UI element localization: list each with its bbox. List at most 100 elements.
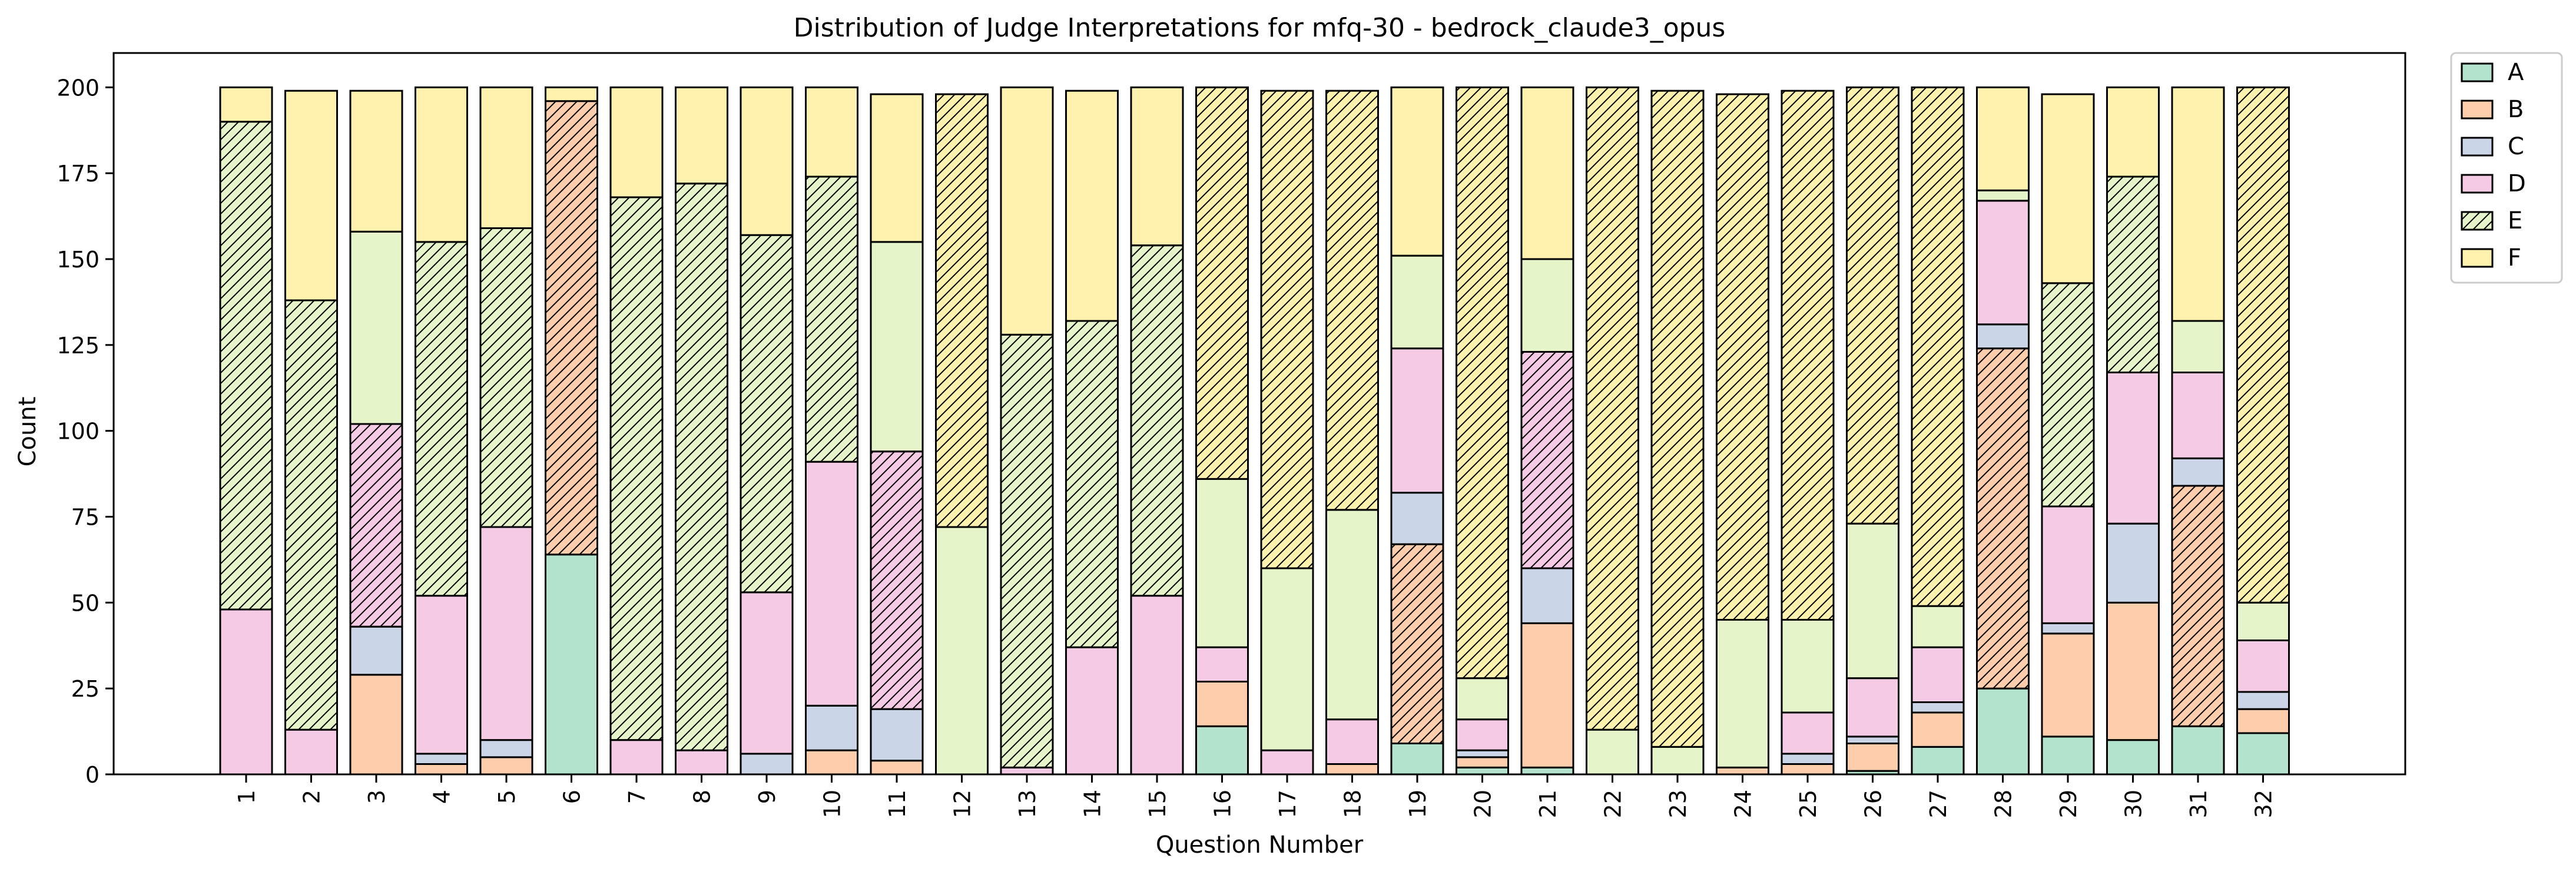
x-tick-label: 29: [2056, 790, 2081, 818]
bar-segment-F: [870, 93, 924, 243]
bar-segment-F: [805, 86, 858, 178]
legend-swatch-F: [2461, 248, 2494, 268]
bar-group-q21: [1520, 86, 1574, 776]
x-tick-label: 6: [559, 790, 585, 804]
bar-segment-F: [740, 86, 794, 236]
x-tick-label: 7: [624, 790, 650, 804]
bar-segment-E: [1781, 619, 1835, 714]
bar-segment-E: [2236, 601, 2290, 641]
bar-segment-D: [609, 739, 664, 776]
legend-label-B: B: [2508, 96, 2524, 123]
bar-segment-E: [1846, 522, 1899, 680]
bar-segment-C: [1846, 735, 1899, 745]
bar-group-q20: [1456, 86, 1509, 776]
bar-segment-B: [1781, 763, 1835, 776]
bar-segment-E: [1260, 567, 1314, 751]
bar-hatch-F: [1196, 87, 1248, 479]
bar-segment-A: [1911, 746, 1965, 776]
bar-segment-F: [219, 86, 273, 123]
bar-segment-E: [2171, 320, 2225, 373]
bar-segment-B: [1456, 756, 1509, 768]
bar-segment-D: [1390, 347, 1444, 494]
y-tick-label: 150: [57, 247, 100, 273]
bars-layer: [219, 86, 2290, 776]
legend-label-F: F: [2508, 244, 2521, 271]
bar-segment-B: [1716, 766, 1769, 776]
bar-segment-D: [219, 608, 273, 776]
x-tick-label: 28: [1991, 790, 2017, 818]
bar-segment-B: [415, 763, 468, 776]
bar-segment-D: [1065, 646, 1119, 776]
bar-segment-A: [1976, 687, 2030, 776]
bar-segment-D: [479, 526, 533, 741]
bar-group-q4: [415, 86, 468, 776]
bar-hatch-E: [415, 241, 468, 596]
bar-segment-D: [2106, 372, 2160, 525]
bar-segment-D: [1130, 595, 1184, 776]
bar-group-q14: [1065, 90, 1119, 776]
bar-segment-D: [1195, 646, 1249, 682]
x-tick-label: 14: [1080, 790, 1106, 818]
bar-segment-D: [740, 591, 794, 755]
x-tick-label: 30: [2121, 790, 2147, 818]
bar-segment-C: [1390, 492, 1444, 545]
bar-segment-E: [1456, 677, 1509, 721]
chart-title: Distribution of Judge Interpretations fo…: [794, 13, 1726, 43]
bar-hatch-E: [2042, 283, 2094, 506]
bar-hatch-E: [2107, 177, 2159, 373]
bar-hatch-D: [1521, 352, 1573, 568]
bar-segment-B: [1195, 681, 1249, 727]
legend-swatch-C: [2461, 137, 2494, 157]
bar-hatch-F: [1652, 91, 1703, 747]
x-axis-label: Question Number: [1156, 831, 1364, 859]
bar-segment-C: [740, 753, 794, 776]
bar-hatch-F: [1456, 87, 1509, 678]
bar-segment-D: [284, 728, 338, 776]
y-tick-label: 50: [71, 590, 100, 616]
bar-hatch-B: [2172, 486, 2224, 727]
y-tick-label: 125: [57, 333, 100, 359]
bar-segment-F: [2041, 93, 2095, 284]
x-tick-label: 2: [299, 790, 325, 804]
bar-segment-B: [1520, 622, 1574, 768]
bar-segment-D: [1456, 718, 1509, 751]
x-tick-label: 22: [1600, 790, 1626, 818]
bar-segment-F: [1520, 86, 1574, 260]
bar-group-q32: [2236, 86, 2290, 776]
y-tick-label: 25: [71, 676, 100, 702]
bar-hatch-F: [936, 94, 988, 527]
bar-group-q8: [675, 86, 728, 776]
legend-label-A: A: [2508, 59, 2524, 86]
bar-segment-E: [1716, 619, 1769, 768]
bar-segment-B: [479, 756, 533, 776]
bar-segment-F: [479, 86, 533, 229]
x-tick-label: 10: [820, 790, 846, 818]
bar-segment-C: [1520, 567, 1574, 624]
x-tick-label: 3: [364, 790, 390, 804]
bar-hatch-D: [871, 451, 923, 710]
bar-group-q6: [545, 86, 598, 776]
y-axis-label: Count: [14, 397, 41, 467]
bar-segment-C: [870, 708, 924, 762]
bar-segment-B: [2041, 632, 2095, 738]
bar-segment-C: [1456, 749, 1509, 758]
bar-segment-E: [1911, 605, 1965, 648]
bar-group-q24: [1716, 93, 1769, 776]
bar-segment-C: [1976, 323, 2030, 350]
bar-segment-B: [1325, 763, 1379, 776]
y-tick-label: 75: [71, 505, 100, 531]
bar-segment-E: [935, 526, 989, 776]
bar-segment-C: [2236, 691, 2290, 710]
bar-segment-A: [1456, 766, 1509, 776]
bar-group-q16: [1195, 86, 1249, 776]
bar-segment-E: [1586, 728, 1639, 776]
bar-hatch-F: [1261, 91, 1313, 568]
legend-swatch-A: [2461, 62, 2494, 82]
bar-segment-F: [1390, 86, 1444, 257]
bar-group-q12: [935, 93, 989, 776]
bar-group-q28: [1976, 86, 2030, 776]
bar-group-q22: [1586, 86, 1639, 776]
